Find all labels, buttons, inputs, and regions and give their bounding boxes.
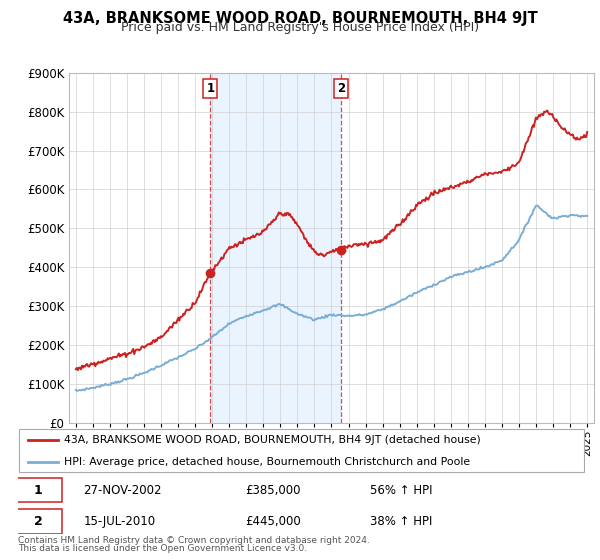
Text: 56% ↑ HPI: 56% ↑ HPI bbox=[370, 484, 432, 497]
Text: This data is licensed under the Open Government Licence v3.0.: This data is licensed under the Open Gov… bbox=[18, 544, 307, 553]
Text: £445,000: £445,000 bbox=[245, 515, 301, 528]
Text: Contains HM Land Registry data © Crown copyright and database right 2024.: Contains HM Land Registry data © Crown c… bbox=[18, 536, 370, 545]
Text: 27-NOV-2002: 27-NOV-2002 bbox=[83, 484, 162, 497]
Text: 2: 2 bbox=[34, 515, 43, 528]
Text: 2: 2 bbox=[337, 82, 345, 95]
Text: 15-JUL-2010: 15-JUL-2010 bbox=[83, 515, 155, 528]
FancyBboxPatch shape bbox=[15, 509, 62, 534]
Text: 38% ↑ HPI: 38% ↑ HPI bbox=[370, 515, 432, 528]
Text: Price paid vs. HM Land Registry's House Price Index (HPI): Price paid vs. HM Land Registry's House … bbox=[121, 21, 479, 34]
Text: 43A, BRANKSOME WOOD ROAD, BOURNEMOUTH, BH4 9JT: 43A, BRANKSOME WOOD ROAD, BOURNEMOUTH, B… bbox=[62, 11, 538, 26]
Bar bbox=[211, 73, 341, 423]
Text: £385,000: £385,000 bbox=[245, 484, 301, 497]
Text: 1: 1 bbox=[206, 82, 215, 95]
Text: HPI: Average price, detached house, Bournemouth Christchurch and Poole: HPI: Average price, detached house, Bour… bbox=[64, 456, 470, 466]
FancyBboxPatch shape bbox=[19, 430, 584, 472]
Text: 1: 1 bbox=[34, 484, 43, 497]
Text: 43A, BRANKSOME WOOD ROAD, BOURNEMOUTH, BH4 9JT (detached house): 43A, BRANKSOME WOOD ROAD, BOURNEMOUTH, B… bbox=[64, 435, 481, 445]
FancyBboxPatch shape bbox=[15, 478, 62, 502]
